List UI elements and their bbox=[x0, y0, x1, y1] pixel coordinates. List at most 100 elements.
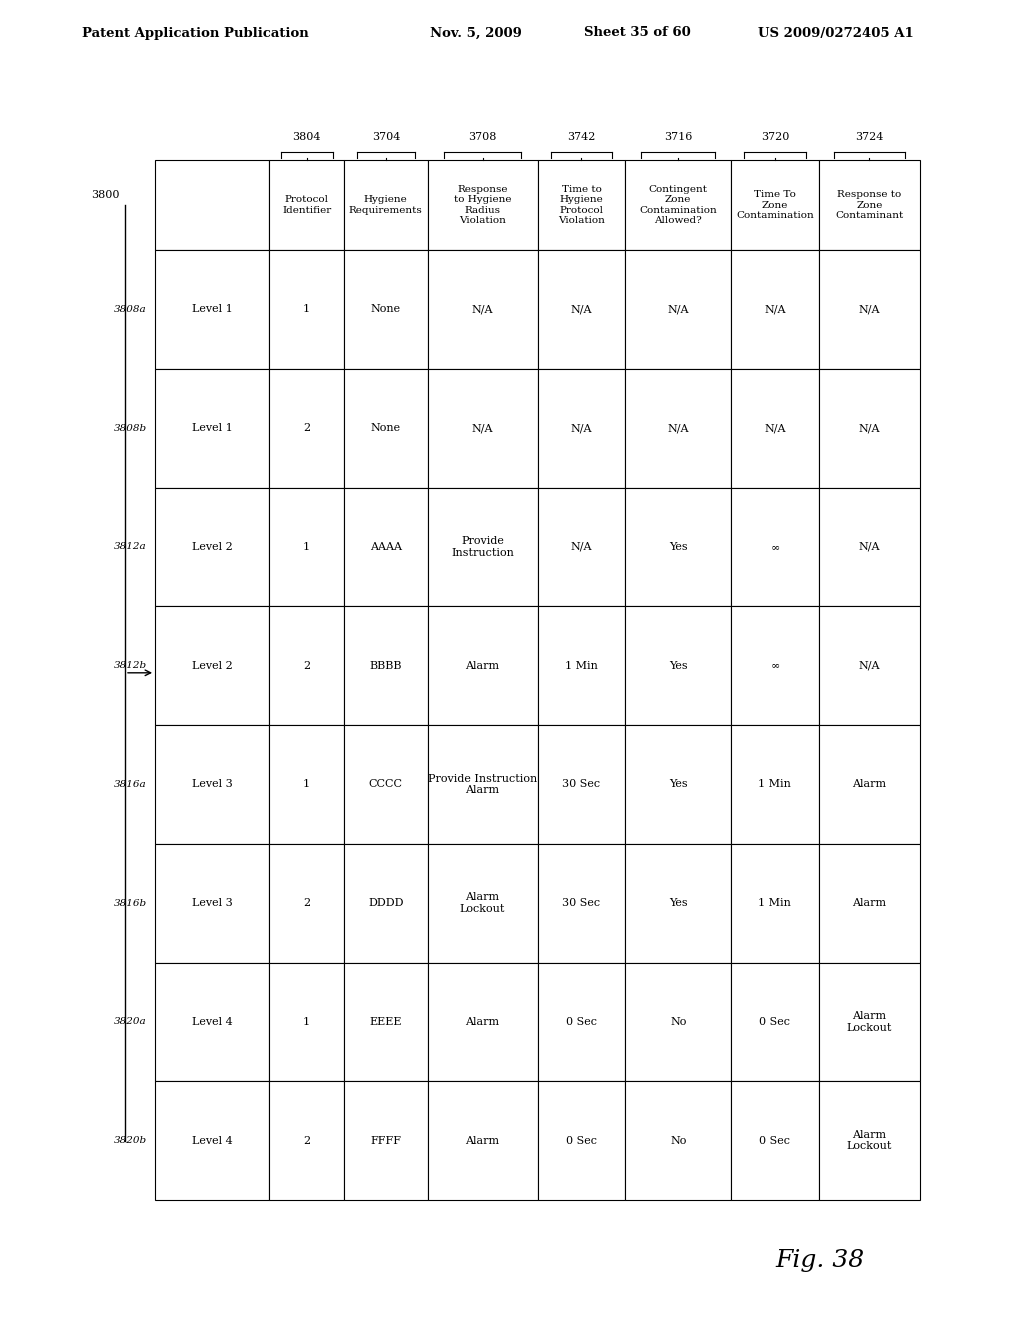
Text: Alarm
Lockout: Alarm Lockout bbox=[460, 892, 505, 913]
Text: 2: 2 bbox=[303, 1135, 310, 1146]
Text: N/A: N/A bbox=[472, 424, 494, 433]
Text: 3742: 3742 bbox=[567, 132, 596, 143]
Bar bbox=[731, 606, 819, 725]
Text: Nov. 5, 2009: Nov. 5, 2009 bbox=[430, 26, 522, 40]
Bar bbox=[428, 368, 538, 487]
Text: Provide Instruction
Alarm: Provide Instruction Alarm bbox=[428, 774, 538, 795]
Bar bbox=[819, 843, 920, 962]
Text: Level 4: Level 4 bbox=[191, 1135, 232, 1146]
Bar bbox=[269, 843, 344, 962]
Text: 1: 1 bbox=[303, 543, 310, 552]
Bar bbox=[344, 160, 428, 249]
Text: N/A: N/A bbox=[472, 305, 494, 314]
Text: Alarm: Alarm bbox=[466, 1135, 500, 1146]
Text: AAAA: AAAA bbox=[370, 543, 401, 552]
Text: Yes: Yes bbox=[669, 898, 687, 908]
Text: 3704: 3704 bbox=[372, 132, 400, 143]
Text: Alarm: Alarm bbox=[466, 660, 500, 671]
Bar bbox=[538, 1081, 626, 1200]
Text: 30 Sec: 30 Sec bbox=[562, 779, 600, 789]
Text: N/A: N/A bbox=[570, 424, 592, 433]
Bar bbox=[155, 1081, 269, 1200]
Text: DDDD: DDDD bbox=[368, 898, 403, 908]
Text: 3708: 3708 bbox=[468, 132, 497, 143]
Text: Level 2: Level 2 bbox=[191, 660, 232, 671]
Text: Yes: Yes bbox=[669, 779, 687, 789]
Bar bbox=[731, 725, 819, 843]
Text: N/A: N/A bbox=[570, 305, 592, 314]
Text: 3716: 3716 bbox=[664, 132, 692, 143]
Bar bbox=[731, 843, 819, 962]
Text: Alarm
Lockout: Alarm Lockout bbox=[847, 1130, 892, 1151]
Bar bbox=[155, 962, 269, 1081]
Text: N/A: N/A bbox=[764, 424, 785, 433]
Bar bbox=[155, 725, 269, 843]
Text: 1: 1 bbox=[303, 305, 310, 314]
Text: 0 Sec: 0 Sec bbox=[760, 1016, 791, 1027]
Bar bbox=[626, 725, 731, 843]
Bar bbox=[731, 1081, 819, 1200]
Bar bbox=[626, 843, 731, 962]
Text: Alarm
Lockout: Alarm Lockout bbox=[847, 1011, 892, 1032]
Bar bbox=[155, 606, 269, 725]
Text: 3720: 3720 bbox=[761, 132, 790, 143]
Bar bbox=[819, 249, 920, 368]
Text: Hygiene
Requirements: Hygiene Requirements bbox=[349, 195, 423, 215]
Bar bbox=[626, 487, 731, 606]
Bar bbox=[731, 368, 819, 487]
Text: None: None bbox=[371, 424, 400, 433]
Bar bbox=[344, 606, 428, 725]
Text: N/A: N/A bbox=[570, 543, 592, 552]
Text: 3816a: 3816a bbox=[115, 780, 147, 789]
Bar bbox=[538, 843, 626, 962]
Text: 3808b: 3808b bbox=[114, 424, 147, 433]
Bar bbox=[344, 368, 428, 487]
Text: N/A: N/A bbox=[764, 305, 785, 314]
Bar bbox=[428, 249, 538, 368]
Text: 0 Sec: 0 Sec bbox=[566, 1016, 597, 1027]
Text: 2: 2 bbox=[303, 424, 310, 433]
Text: 3724: 3724 bbox=[855, 132, 884, 143]
Bar bbox=[344, 1081, 428, 1200]
Text: 2: 2 bbox=[303, 660, 310, 671]
Text: N/A: N/A bbox=[668, 424, 689, 433]
Text: N/A: N/A bbox=[859, 660, 881, 671]
Bar bbox=[344, 487, 428, 606]
Bar bbox=[269, 962, 344, 1081]
Bar bbox=[344, 962, 428, 1081]
Text: Level 1: Level 1 bbox=[191, 305, 232, 314]
Bar bbox=[269, 249, 344, 368]
Text: 3812a: 3812a bbox=[115, 543, 147, 552]
Text: Alarm: Alarm bbox=[466, 1016, 500, 1027]
Bar bbox=[269, 487, 344, 606]
Text: Time to
Hygiene
Protocol
Violation: Time to Hygiene Protocol Violation bbox=[558, 185, 605, 226]
Text: 3816b: 3816b bbox=[114, 899, 147, 908]
Text: FFFF: FFFF bbox=[371, 1135, 401, 1146]
Text: Response to
Zone
Contaminant: Response to Zone Contaminant bbox=[836, 190, 903, 220]
Bar bbox=[731, 249, 819, 368]
Bar bbox=[428, 725, 538, 843]
Text: 1 Min: 1 Min bbox=[759, 898, 792, 908]
Text: 3800: 3800 bbox=[91, 190, 120, 201]
Bar bbox=[538, 725, 626, 843]
Text: None: None bbox=[371, 305, 400, 314]
Text: Yes: Yes bbox=[669, 543, 687, 552]
Bar bbox=[269, 606, 344, 725]
Text: No: No bbox=[670, 1135, 686, 1146]
Bar bbox=[538, 368, 626, 487]
Text: Level 2: Level 2 bbox=[191, 543, 232, 552]
Bar bbox=[155, 249, 269, 368]
Bar bbox=[819, 368, 920, 487]
Bar bbox=[538, 606, 626, 725]
Bar bbox=[344, 843, 428, 962]
Text: CCCC: CCCC bbox=[369, 779, 402, 789]
Text: EEEE: EEEE bbox=[370, 1016, 402, 1027]
Bar bbox=[155, 843, 269, 962]
Text: Response
to Hygiene
Radius
Violation: Response to Hygiene Radius Violation bbox=[454, 185, 511, 226]
Text: N/A: N/A bbox=[859, 543, 881, 552]
Bar bbox=[538, 249, 626, 368]
Bar bbox=[428, 962, 538, 1081]
Bar bbox=[819, 160, 920, 249]
Bar bbox=[538, 487, 626, 606]
Bar bbox=[155, 368, 269, 487]
